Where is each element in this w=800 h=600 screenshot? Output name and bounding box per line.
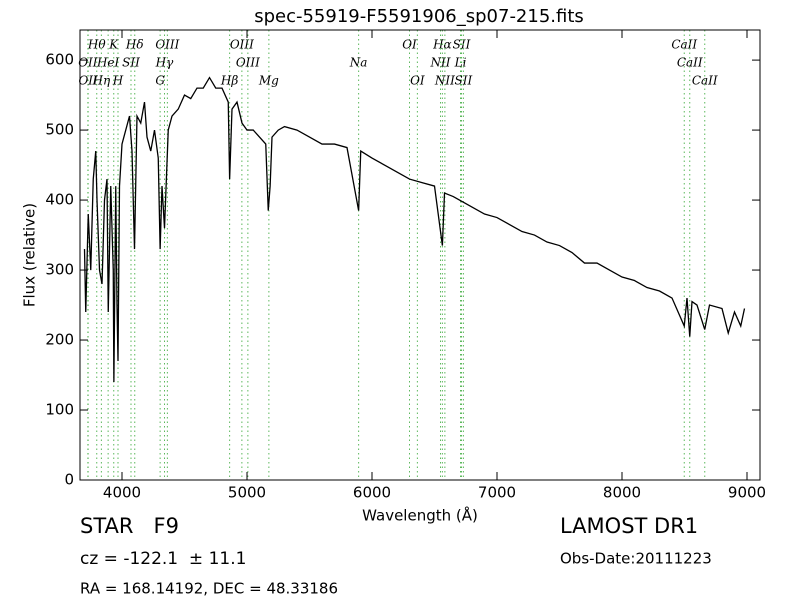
spectral-line-label: OIII — [155, 38, 179, 52]
spectral-line-label: OIII — [230, 38, 254, 52]
y-tick-label: 300 — [45, 261, 74, 279]
x-tick-label: 4000 — [103, 484, 141, 502]
chart-title: spec-55919-F5591906_sp07-215.fits — [254, 6, 584, 27]
spectral-line-label: SII — [455, 74, 473, 88]
spectral-line-label: Mg — [258, 74, 279, 88]
y-tick-label: 600 — [45, 51, 74, 69]
spectral-line-label: HeI — [96, 56, 120, 70]
x-tick-label: 9000 — [728, 484, 766, 502]
spectral-line-label: Hα — [432, 38, 452, 52]
survey: LAMOST DR1 — [560, 514, 698, 538]
spectral-line-label: Hγ — [155, 56, 174, 70]
spectral-line-label: K — [108, 38, 119, 52]
obs-date: Obs-Date:20111223 — [560, 550, 712, 568]
spectral-line-label: Li — [454, 56, 467, 70]
plot-frame — [79, 29, 761, 481]
y-tick-label: 200 — [45, 331, 74, 349]
spectral-line-label: Hδ — [125, 38, 144, 52]
coordinates: RA = 168.14192, DEC = 48.33186 — [80, 580, 338, 598]
object-class: STAR F9 — [80, 514, 179, 538]
redshift: cz = -122.1 ± 11.1 — [80, 549, 246, 569]
x-tick-label: 7000 — [478, 484, 516, 502]
spectral-line-label: Hβ — [220, 74, 238, 88]
spectral-line-label: OII — [78, 74, 98, 88]
spectral-line-label: Na — [349, 56, 368, 70]
y-tick-label: 100 — [45, 401, 74, 419]
spectral-line-label: CaII — [692, 74, 718, 88]
spectral-line-label: NII — [434, 74, 455, 88]
spectral-line-label: CaII — [677, 56, 703, 70]
spectral-line-label: NII — [430, 56, 451, 70]
x-tick-label: 8000 — [603, 484, 641, 502]
spectral-line-label: CaII — [671, 38, 697, 52]
x-tick-label: 6000 — [353, 484, 391, 502]
spectral-line-label: OI — [402, 38, 417, 52]
spectral-line-label: Hη — [92, 74, 111, 88]
y-tick-label: 500 — [45, 121, 74, 139]
spectral-line-label: H — [112, 74, 124, 88]
spectrum-line — [83, 76, 746, 383]
spectral-line-label: Hθ — [87, 38, 106, 52]
spectral-line-label: SII — [122, 56, 140, 70]
spectral-line-label: OIII — [236, 56, 260, 70]
spectral-line-label: SII — [453, 38, 471, 52]
y-axis-label: Flux (relative) — [21, 203, 39, 307]
spectral-line-label: OI — [410, 74, 425, 88]
y-tick-label: 400 — [45, 191, 74, 209]
spectral-line-label: G — [155, 74, 165, 88]
x-axis-label: Wavelength (Å) — [362, 506, 478, 525]
y-tick-label: 0 — [64, 471, 74, 489]
x-tick-label: 5000 — [228, 484, 266, 502]
